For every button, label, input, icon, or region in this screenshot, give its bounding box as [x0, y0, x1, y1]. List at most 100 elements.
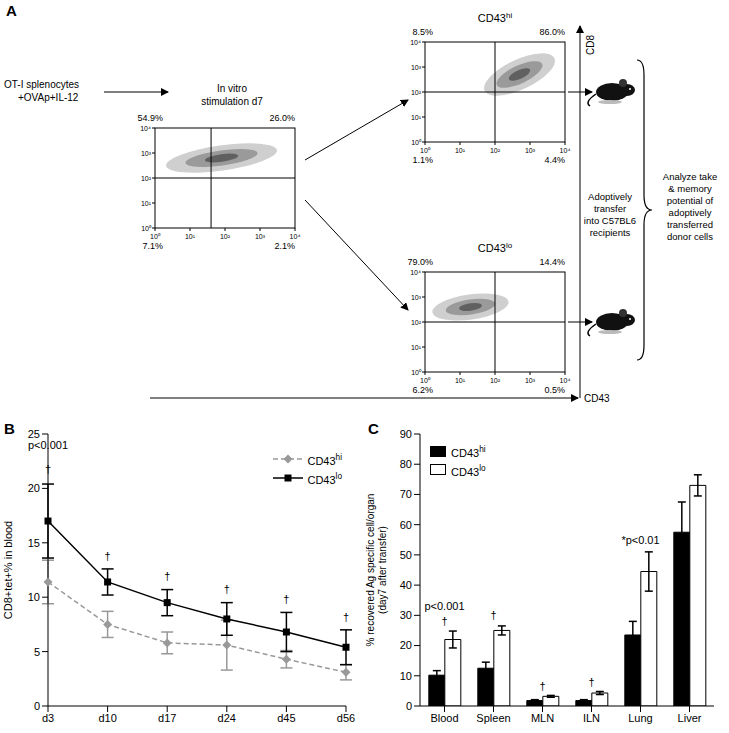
svg-text:0: 0 — [34, 700, 40, 712]
svg-text:d45: d45 — [277, 712, 295, 724]
svg-text:†: † — [45, 463, 51, 475]
svg-text:10³: 10³ — [525, 377, 536, 384]
svg-text:donor cells: donor cells — [667, 231, 713, 242]
svg-text:adoptively: adoptively — [669, 207, 712, 218]
svg-text:26.0%: 26.0% — [269, 113, 295, 123]
svg-text:Blood: Blood — [430, 712, 458, 724]
svg-text:d56: d56 — [337, 712, 355, 724]
svg-text:10²: 10² — [411, 319, 422, 326]
svg-text:transferred: transferred — [667, 219, 713, 230]
svg-text:10²: 10² — [411, 89, 422, 96]
svg-text:d3: d3 — [42, 712, 54, 724]
svg-text:10²: 10² — [220, 233, 231, 240]
svg-text:54.9%: 54.9% — [137, 113, 163, 123]
svg-text:0: 0 — [406, 700, 412, 712]
svg-text:& memory: & memory — [668, 183, 712, 194]
svg-text:10³: 10³ — [255, 233, 266, 240]
svg-text:d17: d17 — [158, 712, 176, 724]
svg-text:10¹: 10¹ — [411, 114, 422, 121]
svg-text:10³: 10³ — [411, 64, 422, 71]
svg-text:potential of: potential of — [667, 195, 714, 206]
svg-text:7.1%: 7.1% — [142, 241, 163, 251]
svg-text:In vitro: In vitro — [217, 83, 247, 94]
svg-text:10⁰: 10⁰ — [411, 139, 422, 146]
svg-text:†: † — [539, 680, 545, 692]
svg-text:5: 5 — [34, 646, 40, 658]
svg-text:70: 70 — [400, 488, 412, 500]
svg-text:transfer: transfer — [594, 203, 626, 214]
svg-text:†: † — [343, 611, 349, 623]
svg-text:recipients: recipients — [590, 227, 631, 238]
svg-text:†: † — [588, 676, 594, 688]
svg-text:10³: 10³ — [411, 294, 422, 301]
svg-text:10⁰: 10⁰ — [420, 377, 431, 384]
svg-text:into C57BL6: into C57BL6 — [584, 215, 636, 226]
svg-text:10: 10 — [28, 591, 40, 603]
svg-text:A: A — [6, 2, 17, 19]
svg-text:% recovered Ag specific cell/o: % recovered Ag specific cell/organ — [365, 494, 376, 647]
svg-text:p<0.001: p<0.001 — [424, 600, 464, 612]
svg-text:79.0%: 79.0% — [407, 257, 433, 267]
svg-text:†: † — [441, 615, 447, 627]
svg-text:10⁴: 10⁴ — [560, 377, 571, 384]
svg-text:0.5%: 0.5% — [544, 385, 565, 395]
svg-text:1.1%: 1.1% — [412, 155, 433, 165]
svg-text:CD43: CD43 — [584, 393, 610, 404]
svg-text:Lung: Lung — [628, 712, 652, 724]
svg-text:14.4%: 14.4% — [539, 257, 565, 267]
svg-text:4.4%: 4.4% — [544, 155, 565, 165]
svg-text:d24: d24 — [218, 712, 236, 724]
svg-text:CD43hi: CD43hi — [478, 11, 513, 24]
svg-text:10³: 10³ — [525, 147, 536, 154]
svg-text:50: 50 — [400, 549, 412, 561]
svg-text:10⁰: 10⁰ — [411, 369, 422, 376]
svg-text:10²: 10² — [490, 147, 501, 154]
svg-text:(day7 after transfer): (day7 after transfer) — [377, 526, 388, 614]
svg-text:B: B — [4, 420, 15, 437]
svg-text:10³: 10³ — [141, 150, 152, 157]
svg-text:Spleen: Spleen — [476, 712, 510, 724]
svg-text:10⁴: 10⁴ — [560, 147, 571, 154]
svg-text:86.0%: 86.0% — [539, 27, 565, 37]
svg-text:2.1%: 2.1% — [274, 241, 295, 251]
svg-text:†: † — [224, 583, 230, 595]
svg-text:CD43lo: CD43lo — [478, 241, 513, 254]
svg-text:CD8: CD8 — [585, 35, 596, 55]
svg-text:†: † — [283, 593, 289, 605]
svg-text:60: 60 — [400, 519, 412, 531]
svg-text:d10: d10 — [98, 712, 116, 724]
svg-text:MLN: MLN — [531, 712, 554, 724]
svg-text:10¹: 10¹ — [455, 377, 466, 384]
svg-text:10¹: 10¹ — [455, 147, 466, 154]
svg-text:Adoptively: Adoptively — [588, 191, 632, 202]
svg-text:10²: 10² — [490, 377, 501, 384]
svg-text:90: 90 — [400, 428, 412, 440]
svg-text:CD8+tet+% in blood: CD8+tet+% in blood — [2, 521, 14, 619]
svg-text:C: C — [368, 420, 379, 437]
svg-text:20: 20 — [28, 482, 40, 494]
svg-text:6.2%: 6.2% — [412, 385, 433, 395]
svg-text:†: † — [164, 570, 170, 582]
svg-text:30: 30 — [400, 609, 412, 621]
svg-text:*p<0.01: *p<0.01 — [621, 534, 659, 546]
svg-text:†: † — [105, 550, 111, 562]
svg-text:80: 80 — [400, 458, 412, 470]
svg-text:10⁴: 10⁴ — [290, 233, 301, 240]
svg-text:8.5%: 8.5% — [412, 27, 433, 37]
svg-text:10²: 10² — [141, 175, 152, 182]
svg-text:10⁰: 10⁰ — [420, 147, 431, 154]
svg-text:10¹: 10¹ — [411, 344, 422, 351]
svg-text:10⁴: 10⁴ — [140, 125, 151, 132]
svg-text:10¹: 10¹ — [185, 233, 196, 240]
svg-text:40: 40 — [400, 579, 412, 591]
svg-text:OT-I splenocytes: OT-I splenocytes — [4, 79, 79, 90]
svg-text:ILN: ILN — [583, 712, 600, 724]
svg-text:20: 20 — [400, 639, 412, 651]
svg-text:10⁰: 10⁰ — [150, 233, 161, 240]
svg-text:p<0.001: p<0.001 — [28, 439, 68, 451]
svg-text:10: 10 — [400, 670, 412, 682]
svg-text:Liver: Liver — [678, 712, 702, 724]
svg-text:†: † — [490, 609, 496, 621]
svg-text:Analyze take: Analyze take — [663, 171, 717, 182]
svg-text:10⁴: 10⁴ — [410, 39, 421, 46]
